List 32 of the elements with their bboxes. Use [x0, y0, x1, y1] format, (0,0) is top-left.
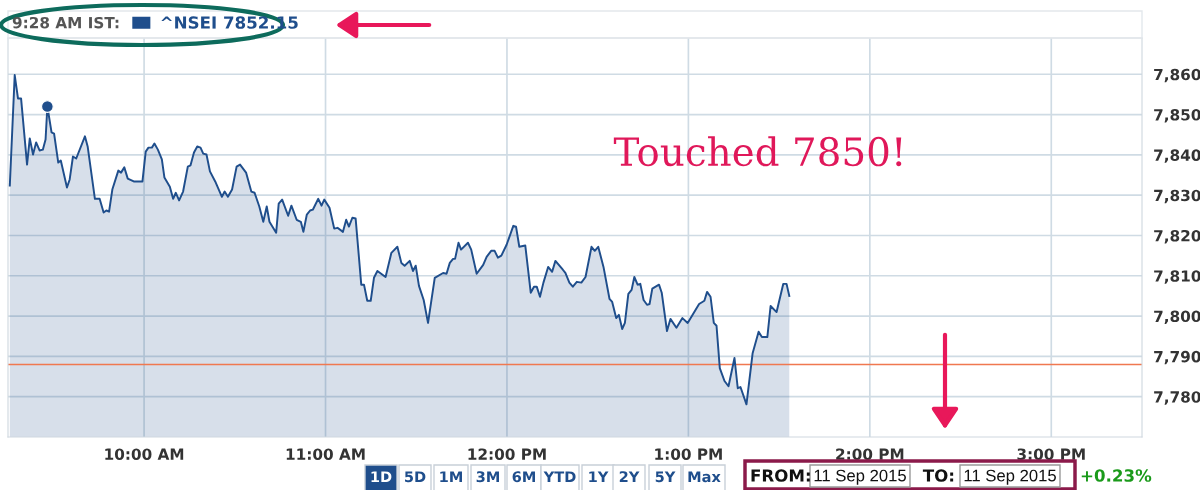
x-tick-label: 2:00 PM [836, 448, 904, 460]
text: 5Y [655, 471, 676, 483]
annotation: Touched 7850! [613, 136, 902, 167]
y-tick-label: 7,810 [1154, 270, 1200, 284]
y-tick-label: 7,850 [1154, 109, 1200, 123]
text: 6M [512, 471, 535, 483]
text: 1Y [589, 471, 609, 483]
text: 2Y [619, 471, 640, 483]
x-tick-label: 10:00 AM [105, 448, 184, 460]
y-tick-label: 7,790 [1154, 350, 1200, 365]
text: 11 Sep 2015 [814, 469, 906, 485]
y-tick-label: 7,820 [1154, 229, 1200, 244]
text: +0.23% [1081, 469, 1152, 482]
x-tick-label: 3:00 PM [1017, 448, 1085, 460]
y-tick-label: 7,800 [1154, 310, 1200, 325]
y-tick-label: 7,780 [1154, 391, 1200, 405]
y-tick-label: 7,840 [1154, 149, 1200, 163]
x-tick-label: 12:00 PM [468, 448, 546, 460]
y-tick-label: 7,830 [1154, 189, 1200, 204]
text: Max [688, 471, 721, 483]
text: 9:28 AM IST: [12, 16, 119, 29]
text: YTD [543, 471, 576, 483]
x-tick-label: 1:00 PM [655, 448, 722, 460]
text: 5D [405, 471, 426, 483]
text: 1D [371, 471, 392, 483]
text: 11 Sep 2015 [964, 469, 1056, 485]
text: 1M [440, 471, 462, 483]
x-tick-label: 11:00 AM [286, 448, 365, 460]
text: TO: [922, 469, 954, 482]
text: 3M [476, 471, 499, 483]
y-tick-label: 7,860 [1154, 68, 1200, 83]
text: FROM: [751, 469, 810, 482]
